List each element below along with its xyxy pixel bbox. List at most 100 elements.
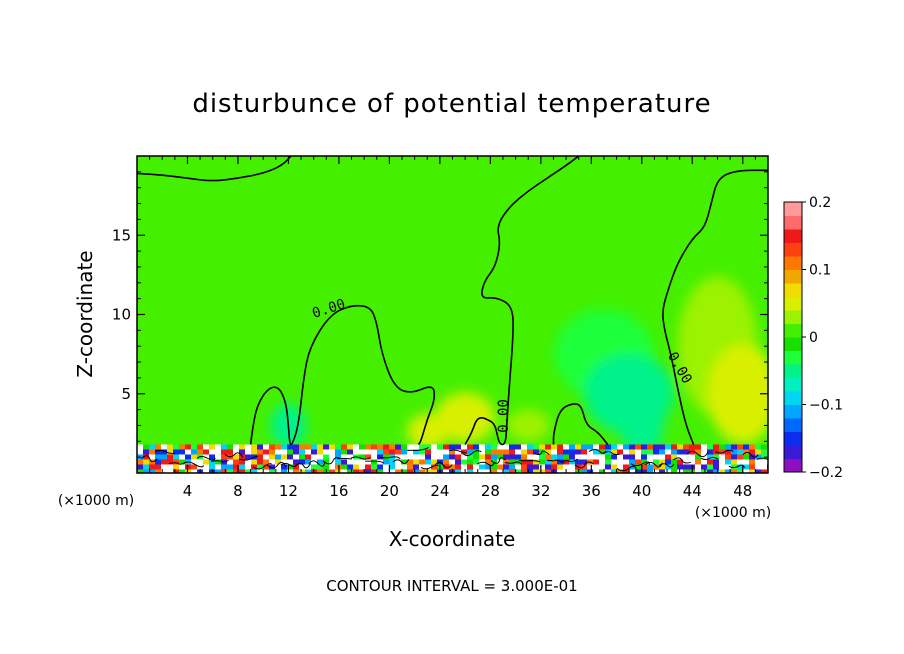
surface-cell: [671, 469, 678, 473]
surface-cell: [173, 454, 183, 460]
surface-cell: [473, 469, 482, 473]
surface-contour: [378, 456, 401, 460]
x-tick-label: 48: [733, 482, 752, 500]
surface-cell: [671, 444, 681, 451]
surface-cell: [251, 469, 261, 473]
surface-cell: [749, 454, 758, 463]
colorbar-tick-label: 0: [809, 330, 818, 346]
surface-contour: [672, 457, 691, 464]
surface-cell: [251, 449, 258, 457]
surface-cell: [149, 469, 158, 473]
surface-cell: [743, 444, 751, 451]
surface-cell: [587, 444, 595, 450]
colorbar-segment: [784, 404, 802, 419]
surface-cell: [419, 464, 427, 471]
surface-cell: [683, 469, 691, 473]
surface-cell: [461, 454, 470, 461]
surface-cell: [167, 464, 174, 470]
surface-cell: [179, 459, 187, 465]
surface-cell: [299, 449, 307, 456]
surface-contour: [532, 450, 550, 456]
surface-cell: [227, 444, 236, 452]
surface-cell: [731, 469, 741, 473]
surface-cell: [203, 444, 213, 452]
surface-cell: [539, 464, 546, 472]
surface-cell: [665, 459, 674, 467]
surface-cell: [371, 469, 378, 473]
surface-cell: [275, 464, 285, 473]
surface-cell: [323, 459, 332, 465]
surface-cell: [599, 454, 606, 463]
surface-cell: [629, 459, 637, 467]
surface-cell: [761, 449, 768, 457]
surface-cell: [737, 469, 745, 473]
surface-cell: [491, 469, 499, 473]
surface-cell: [197, 459, 205, 467]
colorbar-segment: [784, 256, 802, 270]
surface-cell: [737, 464, 745, 471]
surface-cell: [641, 464, 648, 473]
surface-cell: [353, 444, 362, 452]
surface-cell: [413, 459, 422, 467]
field-anomaly: [619, 395, 664, 456]
surface-cell: [431, 459, 438, 466]
surface-cell: [233, 464, 241, 472]
surface-cell: [479, 454, 487, 463]
surface-contour: [392, 459, 410, 464]
surface-cell: [425, 464, 432, 470]
surface-cell: [191, 449, 201, 458]
surface-cell: [239, 454, 246, 461]
surface-cell: [221, 464, 229, 471]
surface-cell: [281, 469, 289, 473]
surface-cell: [653, 459, 661, 465]
surface-cell: [383, 449, 393, 457]
colorbar-segment: [784, 431, 802, 446]
surface-cell: [599, 459, 609, 466]
surface-cell: [599, 469, 607, 473]
surface-cell: [197, 469, 206, 473]
surface-cell: [743, 469, 753, 473]
y-tick-label: 10: [112, 306, 131, 324]
surface-cell: [503, 444, 513, 452]
surface-cell: [179, 444, 188, 451]
surface-cell: [515, 469, 522, 473]
surface-cell: [389, 449, 396, 457]
surface-cell: [731, 454, 738, 460]
surface-cell: [221, 444, 228, 451]
surface-cell: [299, 464, 308, 471]
surface-contour: [448, 449, 467, 454]
surface-cell: [695, 464, 702, 471]
surface-cell: [479, 469, 489, 473]
surface-cell: [263, 444, 271, 453]
surface-cell: [545, 444, 554, 450]
surface-cell: [629, 469, 638, 473]
surface-cell: [167, 444, 174, 451]
surface-cell: [635, 459, 642, 466]
surface-cell: [191, 444, 199, 451]
surface-cell: [215, 444, 225, 451]
surface-cell: [701, 449, 710, 456]
surface-cell: [167, 459, 177, 466]
surface-cell: [305, 449, 313, 457]
surface-cell: [257, 449, 267, 456]
surface-cell: [755, 449, 764, 455]
surface-contour: [602, 451, 620, 455]
surface-cell: [353, 449, 361, 456]
surface-cell: [341, 469, 351, 473]
surface-contour: [182, 461, 205, 468]
surface-cell: [695, 469, 704, 473]
surface-cell: [209, 469, 219, 473]
surface-cell: [761, 459, 768, 468]
surface-cell: [161, 459, 168, 467]
surface-contour: [658, 463, 675, 468]
surface-contour: [686, 450, 709, 458]
surface-contour: [504, 461, 522, 465]
surface-cell: [611, 454, 620, 460]
surface-cell: [377, 449, 386, 458]
surface-cell: [701, 464, 708, 473]
surface-cell: [233, 469, 241, 473]
surface-cell: [335, 449, 344, 456]
surface-cell: [617, 454, 624, 461]
surface-cell: [425, 459, 433, 465]
x-tick-label: 28: [481, 482, 500, 500]
